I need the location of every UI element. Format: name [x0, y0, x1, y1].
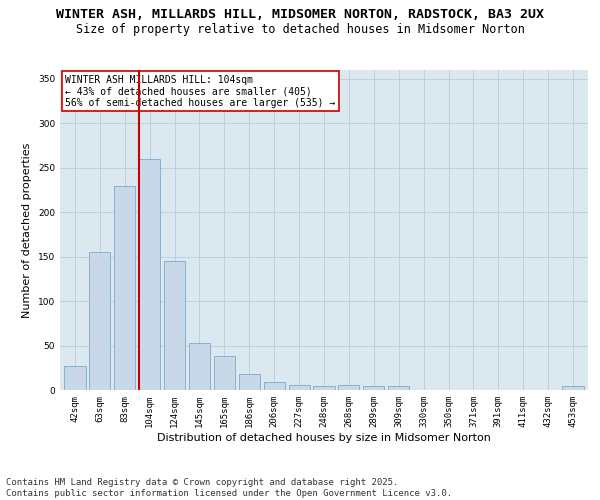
Text: WINTER ASH, MILLARDS HILL, MIDSOMER NORTON, RADSTOCK, BA3 2UX: WINTER ASH, MILLARDS HILL, MIDSOMER NORT… — [56, 8, 544, 20]
Bar — [338, 384, 359, 390]
Bar — [214, 356, 235, 390]
Bar — [89, 252, 110, 390]
Text: WINTER ASH MILLARDS HILL: 104sqm
← 43% of detached houses are smaller (405)
56% : WINTER ASH MILLARDS HILL: 104sqm ← 43% o… — [65, 75, 335, 108]
Bar — [289, 384, 310, 390]
X-axis label: Distribution of detached houses by size in Midsomer Norton: Distribution of detached houses by size … — [157, 432, 491, 442]
Bar — [189, 343, 210, 390]
Y-axis label: Number of detached properties: Number of detached properties — [22, 142, 32, 318]
Bar — [313, 386, 335, 390]
Bar — [363, 386, 385, 390]
Bar — [388, 386, 409, 390]
Bar — [239, 374, 260, 390]
Bar — [164, 261, 185, 390]
Bar — [114, 186, 136, 390]
Text: Size of property relative to detached houses in Midsomer Norton: Size of property relative to detached ho… — [76, 22, 524, 36]
Bar — [64, 366, 86, 390]
Bar — [263, 382, 285, 390]
Text: Contains HM Land Registry data © Crown copyright and database right 2025.
Contai: Contains HM Land Registry data © Crown c… — [6, 478, 452, 498]
Bar — [562, 386, 584, 390]
Bar — [139, 159, 160, 390]
